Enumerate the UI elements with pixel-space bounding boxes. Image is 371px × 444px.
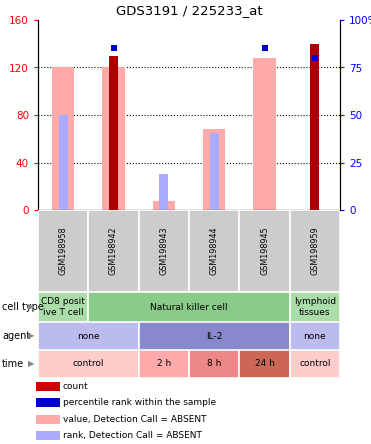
Text: GSM198942: GSM198942: [109, 227, 118, 275]
Text: none: none: [77, 332, 100, 341]
Bar: [239, 210, 290, 292]
Bar: [36, 415, 60, 424]
Bar: [38, 350, 139, 378]
Bar: [59, 115, 68, 210]
Text: 24 h: 24 h: [255, 360, 275, 369]
Text: CD8 posit
ive T cell: CD8 posit ive T cell: [41, 297, 85, 317]
Text: cell type: cell type: [2, 302, 44, 312]
Bar: [239, 350, 290, 378]
Bar: [290, 210, 340, 292]
Bar: [38, 210, 88, 292]
Bar: [36, 398, 60, 407]
Bar: [290, 322, 340, 350]
Bar: [310, 44, 319, 210]
Text: control: control: [73, 360, 104, 369]
Text: ▶: ▶: [27, 302, 34, 312]
Text: IL-2: IL-2: [206, 332, 222, 341]
Text: percentile rank within the sample: percentile rank within the sample: [63, 398, 216, 407]
Text: GSM198943: GSM198943: [159, 227, 168, 275]
Text: control: control: [299, 360, 331, 369]
Bar: [189, 350, 239, 378]
Bar: [210, 133, 219, 210]
Text: ▶: ▶: [27, 332, 34, 341]
Bar: [139, 210, 189, 292]
Text: rank, Detection Call = ABSENT: rank, Detection Call = ABSENT: [63, 431, 202, 440]
Text: Natural killer cell: Natural killer cell: [150, 302, 228, 312]
Text: GSM198944: GSM198944: [210, 227, 219, 275]
Bar: [253, 58, 276, 210]
Text: lymphoid
tissues: lymphoid tissues: [294, 297, 336, 317]
Text: 8 h: 8 h: [207, 360, 221, 369]
Bar: [102, 67, 125, 210]
Text: value, Detection Call = ABSENT: value, Detection Call = ABSENT: [63, 415, 207, 424]
Text: count: count: [63, 382, 89, 391]
Text: GSM198945: GSM198945: [260, 227, 269, 275]
Bar: [152, 201, 175, 210]
Bar: [36, 382, 60, 391]
Text: GSM198958: GSM198958: [59, 227, 68, 275]
Text: GSM198959: GSM198959: [310, 226, 319, 275]
Bar: [109, 56, 118, 210]
Text: 2 h: 2 h: [157, 360, 171, 369]
Bar: [139, 322, 290, 350]
Bar: [290, 292, 340, 322]
Bar: [139, 350, 189, 378]
Text: ▶: ▶: [27, 360, 34, 369]
Bar: [88, 210, 139, 292]
Bar: [290, 350, 340, 378]
Bar: [189, 210, 239, 292]
Bar: [38, 322, 139, 350]
Text: none: none: [303, 332, 326, 341]
Bar: [88, 292, 290, 322]
Bar: [38, 292, 88, 322]
Text: time: time: [2, 359, 24, 369]
Bar: [203, 129, 226, 210]
Bar: [52, 67, 75, 210]
Bar: [36, 432, 60, 440]
Bar: [159, 174, 168, 210]
Text: agent: agent: [2, 331, 30, 341]
Title: GDS3191 / 225233_at: GDS3191 / 225233_at: [116, 4, 262, 17]
